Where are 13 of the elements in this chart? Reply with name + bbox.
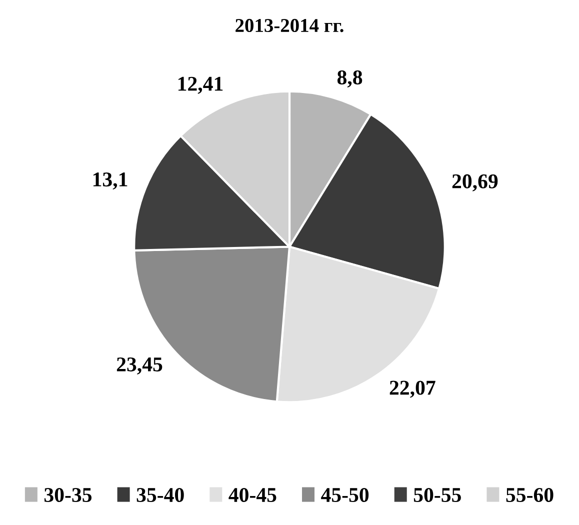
data-label: 8,8 bbox=[337, 70, 362, 88]
data-label: 12,41 bbox=[178, 76, 223, 94]
chart-title: 2013-2014 гг. bbox=[236, 18, 344, 32]
legend-label: 55-60 bbox=[506, 488, 554, 502]
data-label: 23,45 bbox=[116, 357, 162, 374]
legend-label: 30-35 bbox=[44, 488, 92, 502]
legend-label: 50-55 bbox=[414, 488, 461, 502]
legend-label: 40-45 bbox=[228, 488, 276, 502]
data-label: 13,1 bbox=[93, 172, 128, 190]
legend-label: 45-50 bbox=[321, 488, 369, 502]
legend-label: 35-40 bbox=[136, 488, 184, 502]
data-label: 20,69 bbox=[452, 174, 498, 192]
data-label: 22,07 bbox=[390, 380, 436, 398]
